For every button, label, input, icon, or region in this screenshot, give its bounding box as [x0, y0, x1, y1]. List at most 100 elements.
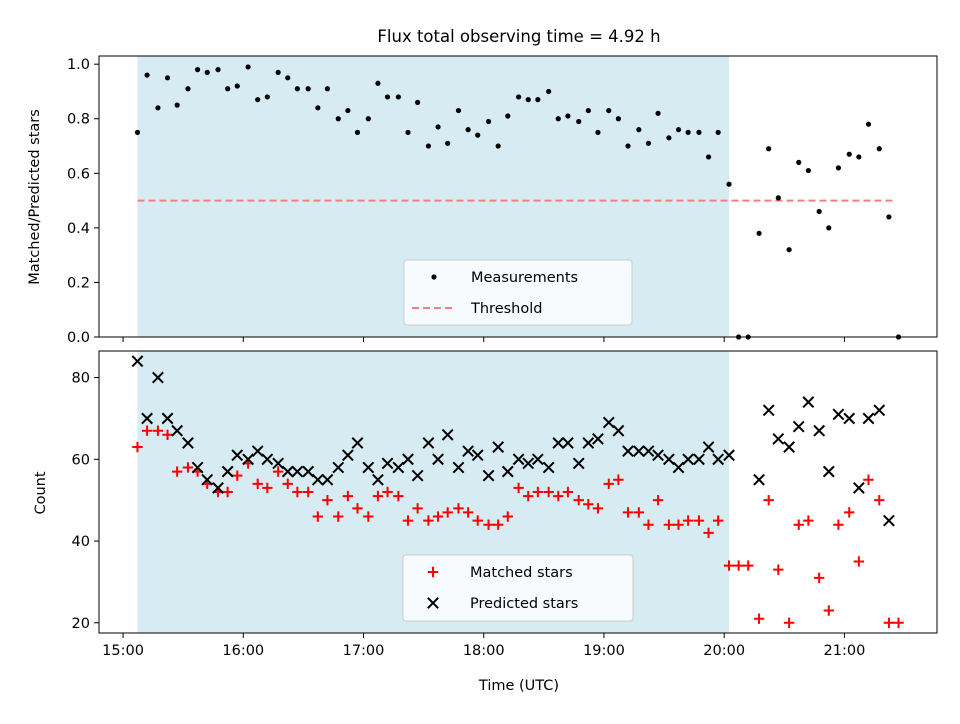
- count-point: [152, 425, 164, 436]
- ratio-point: [305, 86, 311, 92]
- ratio-point: [255, 97, 261, 103]
- ratio-point: [204, 69, 210, 75]
- ratio-point: [324, 86, 331, 92]
- ratio-point: [546, 88, 552, 95]
- count-point: [212, 482, 224, 494]
- count-legend-label: Matched stars: [470, 565, 573, 581]
- ratio-point: [415, 99, 421, 105]
- count-point: [763, 494, 774, 506]
- count-point: [171, 424, 184, 437]
- chart-title: Flux total observing time = 4.92 h: [377, 27, 660, 46]
- ratio-point: [315, 105, 321, 111]
- count-point: [292, 486, 303, 498]
- count-point: [131, 355, 144, 368]
- count-point: [531, 453, 544, 466]
- count-point: [501, 465, 514, 478]
- count-point: [672, 461, 685, 474]
- ratio-point: [595, 129, 601, 135]
- count-point: [252, 478, 263, 490]
- ratio-point: [756, 230, 762, 236]
- count-point: [191, 461, 204, 474]
- ratio-point: [395, 94, 401, 100]
- ratio-point: [425, 143, 432, 149]
- count-point: [773, 564, 784, 575]
- count-point: [632, 445, 645, 458]
- count-point: [411, 469, 424, 482]
- count-point: [302, 465, 315, 478]
- count-point: [333, 511, 344, 522]
- count-point: [372, 473, 384, 486]
- count-point: [832, 408, 845, 421]
- ratio-panel: 0.0 0.2 0.4 0.6 0.8 1.0 Matched/Predicted sta…: [27, 55, 938, 346]
- ratio-y-tick-label: 0.0: [67, 330, 90, 346]
- count-point: [182, 462, 194, 473]
- ratio-legend-box: [403, 259, 633, 326]
- count-point: [662, 453, 675, 466]
- count-y-tick-label: 40: [72, 534, 90, 550]
- ratio-point: [185, 86, 191, 92]
- count-point: [592, 432, 604, 445]
- count-point: [803, 515, 814, 526]
- count-point: [321, 473, 334, 486]
- count-point: [471, 449, 484, 462]
- ratio-point: [796, 159, 802, 165]
- ratio-point: [475, 132, 481, 138]
- count-point: [352, 503, 363, 514]
- ratio-point: [705, 154, 712, 160]
- count-point: [432, 453, 444, 466]
- count-point: [312, 511, 324, 522]
- count-point: [813, 424, 826, 437]
- count-point: [833, 519, 844, 530]
- count-point: [802, 396, 815, 408]
- count-point: [792, 420, 805, 433]
- count-point: [423, 515, 434, 526]
- count-point: [402, 515, 414, 526]
- count-point: [472, 515, 483, 526]
- count-point: [442, 507, 453, 518]
- ratio-point: [805, 167, 811, 174]
- count-point: [132, 441, 143, 453]
- count-point: [622, 507, 634, 518]
- count-series-1: [131, 355, 895, 527]
- ratio-point: [245, 64, 251, 70]
- ratio-point: [445, 140, 451, 146]
- count-point: [823, 605, 834, 616]
- count-point: [332, 461, 345, 474]
- count-point: [843, 412, 856, 425]
- count-point: [513, 482, 524, 494]
- count-point: [221, 465, 234, 478]
- count-point: [281, 465, 294, 478]
- ratio-point: [384, 94, 391, 100]
- count-point: [382, 486, 393, 498]
- ratio-point: [606, 107, 612, 114]
- count-point: [161, 412, 174, 425]
- count-point: [182, 437, 194, 449]
- ratio-point: [365, 116, 371, 122]
- count-point: [783, 441, 796, 453]
- count-point: [272, 457, 285, 470]
- count-point: [693, 453, 705, 466]
- count-y-tick-label: 20: [72, 616, 90, 632]
- x-tick-label: 15:00: [102, 643, 144, 659]
- ratio-point: [234, 83, 240, 89]
- ratio-y-tick-label: 1.0: [67, 57, 90, 73]
- ratio-point: [345, 107, 351, 114]
- ratio-y-tick-label: 0.6: [67, 166, 90, 182]
- x-axis-label: Time (UTC): [478, 678, 559, 694]
- count-point: [853, 556, 865, 567]
- count-point: [483, 519, 494, 530]
- ratio-point: [215, 67, 221, 73]
- count-point: [302, 486, 314, 498]
- count-point: [402, 453, 414, 466]
- count-panel: 15:00 16:00 17:00 18:00 19:00 20:00 21:00 20 40 6…: [33, 350, 938, 694]
- count-point: [652, 449, 664, 462]
- count-point: [703, 527, 714, 539]
- ratio-point: [405, 129, 411, 135]
- ratio-point: [155, 105, 161, 111]
- ratio-point: [835, 165, 842, 171]
- ratio-point: [576, 118, 582, 125]
- count-point: [573, 494, 584, 506]
- count-point: [553, 490, 564, 502]
- ratio-point: [555, 116, 561, 122]
